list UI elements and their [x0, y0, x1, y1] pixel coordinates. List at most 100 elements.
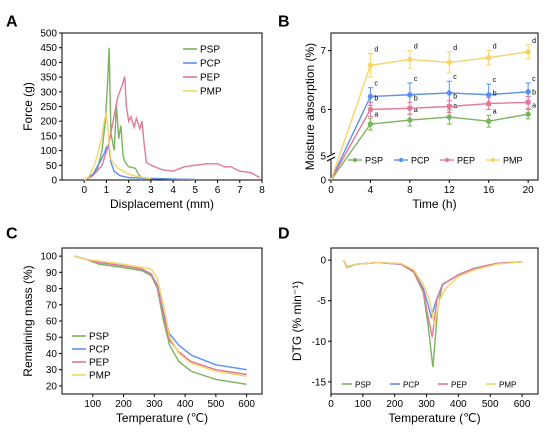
y-tick-label: 350	[40, 73, 57, 84]
x-tick-label: 5	[193, 185, 199, 196]
y-tick-label: 0	[51, 176, 57, 187]
x-tick-label: 2	[126, 185, 132, 196]
data-point	[525, 99, 531, 106]
y-tick-label: 450	[40, 43, 57, 54]
y-tick-label: 7	[320, 46, 326, 57]
legend-item-pep: PEP	[440, 156, 475, 166]
data-point	[407, 92, 413, 98]
data-point	[407, 105, 413, 111]
y-tick-label: 40	[46, 349, 58, 360]
significance-label: b	[532, 90, 536, 97]
y-tick-label: 0	[320, 256, 326, 267]
series-line-pcp	[343, 259, 523, 320]
legend-item-psp: PSP	[342, 381, 371, 390]
data-point	[486, 92, 492, 98]
x-tick-label: 200	[115, 399, 132, 410]
axis-break-mark	[326, 156, 336, 162]
x-tick-label: 500	[208, 399, 225, 410]
legend-label: PEP	[89, 358, 109, 369]
significance-label: a	[414, 107, 418, 114]
y-tick-label: 100	[40, 146, 57, 157]
data-point	[367, 93, 374, 100]
x-tick-label: 300	[418, 399, 435, 410]
x-tick-label: 200	[386, 399, 403, 410]
data-point	[446, 114, 452, 120]
legend-item-pcp: PCP	[394, 156, 430, 166]
y-tick-label: 90	[46, 268, 58, 279]
x-tick-label: 7	[237, 185, 243, 196]
significance-label: b	[374, 95, 378, 102]
legend-item-pmp: PMP	[486, 381, 516, 390]
y-tick-label: 100	[40, 252, 57, 263]
y-tick-label: 30	[46, 365, 58, 376]
x-tick-label: 12	[444, 185, 456, 196]
legend-marker	[444, 157, 450, 163]
x-tick-label: 8	[259, 185, 265, 196]
x-tick-label: 4	[368, 185, 374, 196]
legend-label: PSP	[355, 381, 371, 390]
x-tick-label: 4	[170, 185, 176, 196]
series-line-psp	[330, 113, 529, 181]
x-tick-label: 6	[215, 185, 221, 196]
plot-frame	[330, 247, 539, 395]
x-tick-label: 600	[238, 399, 255, 410]
x-tick-label: 16	[483, 185, 495, 196]
x-tick-label: 600	[514, 399, 531, 410]
significance-label: b	[414, 95, 418, 102]
panel-label: A	[6, 13, 18, 30]
y-tick-label: 50	[46, 333, 58, 344]
legend-label: PEP	[457, 156, 475, 166]
y-tick-label: 6	[320, 105, 326, 116]
significance-label: d	[414, 44, 418, 51]
data-point	[446, 103, 452, 110]
significance-label: d	[453, 45, 457, 52]
plot-frame	[61, 32, 263, 181]
x-tick-label: 1	[104, 185, 110, 196]
legend-item-pmp: PMP	[486, 156, 523, 166]
x-tick-label: 400	[177, 399, 194, 410]
significance-label: c	[532, 76, 536, 83]
significance-label: a	[493, 108, 497, 115]
significance-label: a	[374, 111, 378, 118]
legend-item-psp: PSP	[348, 156, 383, 166]
y-tick-label: 50	[46, 161, 58, 172]
legend-item-psp: PSP	[183, 45, 220, 56]
significance-label: d	[532, 38, 536, 45]
y-axis-label: DTG (% min⁻¹)	[290, 281, 304, 361]
y-tick-label: -10	[312, 337, 327, 348]
x-axis-label: Time (h)	[412, 197, 456, 211]
data-point	[367, 121, 374, 127]
y-tick-label: 400	[40, 58, 57, 69]
legend-item-pcp: PCP	[183, 59, 221, 70]
y-tick-label: 70	[46, 300, 58, 311]
axis-break-gap	[327, 154, 335, 159]
series-line-pep	[343, 259, 523, 338]
legend-label: PCP	[411, 156, 430, 166]
y-tick-label: 80	[46, 284, 58, 295]
data-point	[486, 118, 492, 124]
y-tick-label: 0	[320, 176, 326, 187]
legend-label: PMP	[499, 381, 516, 390]
legend-label: PCP	[200, 59, 221, 70]
y-tick-label: 5	[320, 152, 326, 163]
significance-label: d	[493, 44, 497, 51]
series-line-pcp	[330, 91, 529, 181]
series-line-pmp	[74, 255, 247, 377]
legend-item-pep: PEP	[438, 381, 467, 390]
panel-label: C	[6, 225, 18, 242]
data-point	[407, 56, 413, 63]
data-point	[486, 100, 492, 107]
legend-label: PSP	[200, 45, 220, 56]
x-tick-label: 300	[146, 399, 163, 410]
y-tick-label: -15	[312, 377, 327, 388]
y-tick-label: 200	[40, 117, 57, 128]
x-tick-label: 100	[355, 399, 372, 410]
legend-item-pmp: PMP	[183, 87, 222, 98]
x-tick-label: 0	[328, 399, 334, 410]
legend-label: PCP	[89, 345, 110, 356]
y-tick-label: 20	[46, 381, 58, 392]
legend-label: PEP	[451, 381, 467, 390]
data-point	[446, 59, 452, 66]
data-point	[486, 54, 492, 61]
